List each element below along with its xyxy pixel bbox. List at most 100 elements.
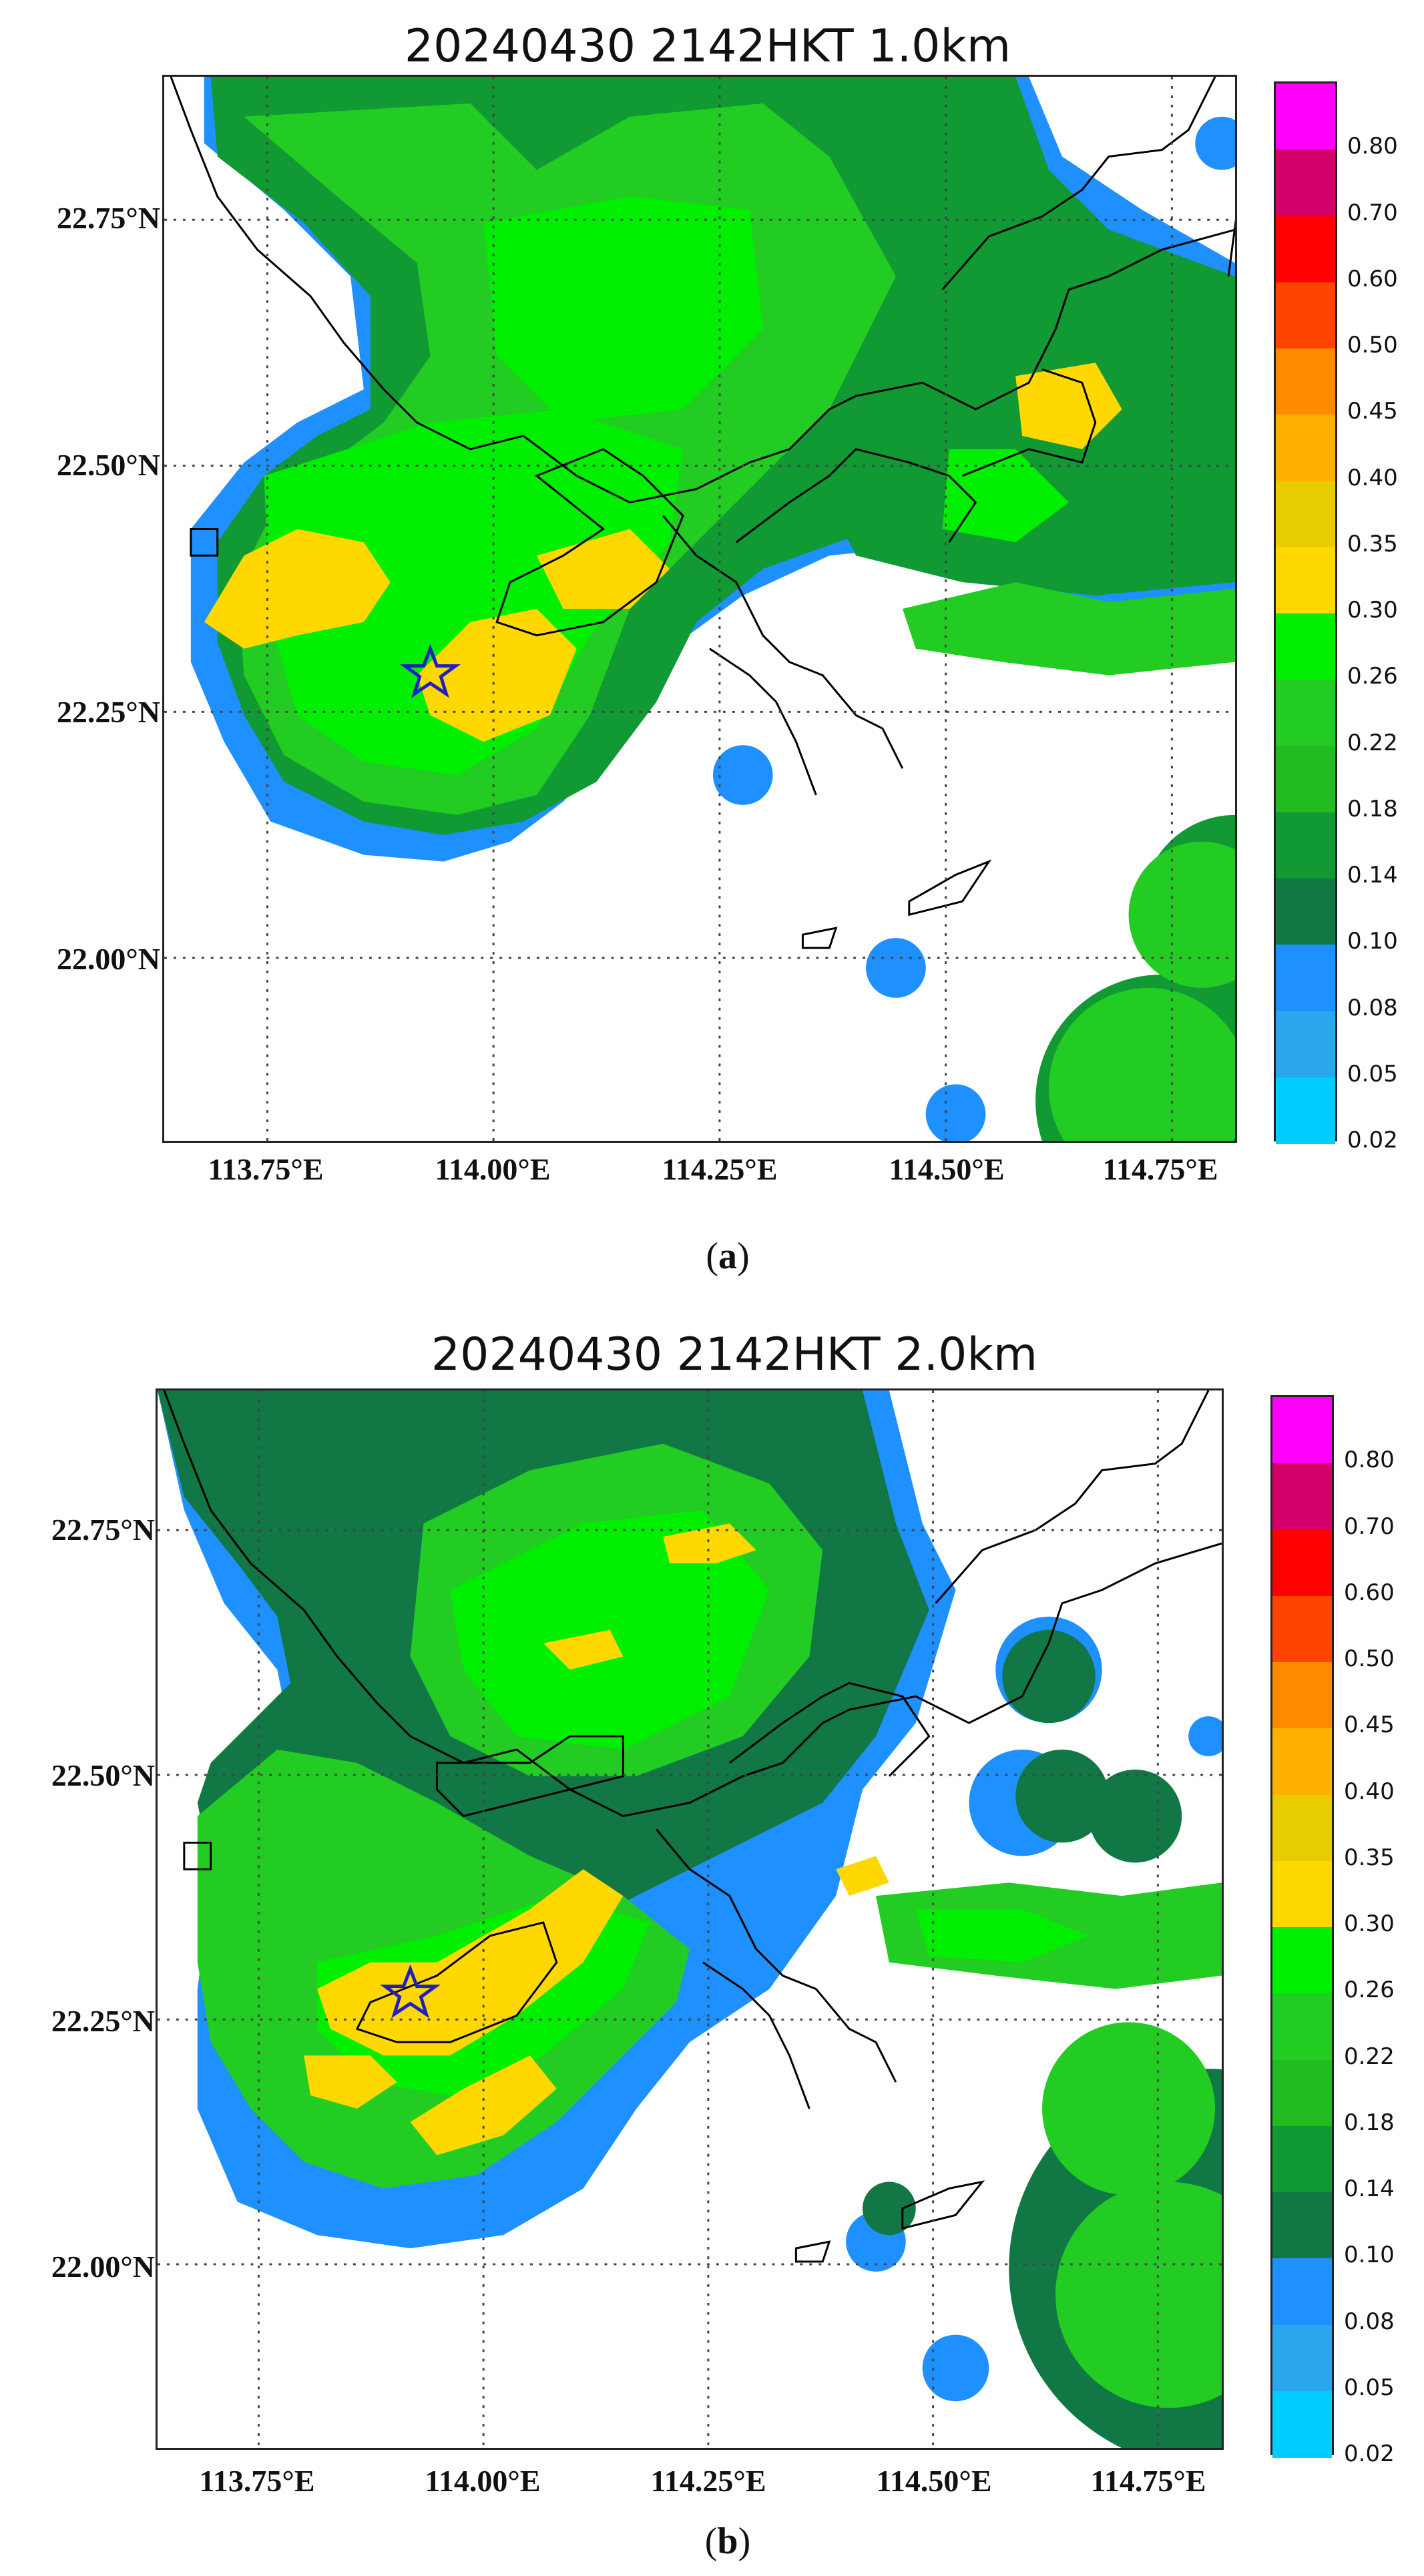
panel-a-title: 20240430 2142HKT 1.0km bbox=[404, 20, 1011, 73]
star-marker bbox=[399, 643, 461, 698]
colorbar-swatch bbox=[1272, 2390, 1332, 2458]
colorbar-tick-label: 0.30 bbox=[1347, 597, 1398, 623]
lat-label: 22.00°N bbox=[51, 2250, 155, 2284]
colorbar-tick-label: 0.45 bbox=[1344, 1712, 1395, 1739]
colorbar-swatch bbox=[1272, 1927, 1332, 1995]
colorbar-tick-label: 0.02 bbox=[1344, 2440, 1395, 2467]
colorbar-tick-label: 0.40 bbox=[1347, 464, 1398, 491]
colorbar-tick-label: 0.02 bbox=[1347, 1127, 1398, 1153]
colorbar-tick-label: 0.14 bbox=[1344, 2175, 1395, 2202]
lon-label: 114.75°E bbox=[1102, 1152, 1218, 1186]
lon-label: 113.75°E bbox=[208, 1152, 324, 1186]
lat-label: 22.50°N bbox=[56, 448, 160, 482]
lon-label: 114.25°E bbox=[650, 2464, 766, 2498]
colorbar-swatch bbox=[1276, 348, 1335, 416]
lat-label: 22.75°N bbox=[51, 1513, 155, 1547]
colorbar-swatch bbox=[1272, 1529, 1332, 1597]
colorbar-tick-label: 0.70 bbox=[1344, 1513, 1395, 1540]
colorbar-tick-label: 0.18 bbox=[1347, 795, 1398, 822]
panel-b-title: 20240430 2142HKT 2.0km bbox=[431, 1328, 1038, 1381]
colorbar-swatch bbox=[1276, 1077, 1335, 1144]
colorbar-swatch bbox=[1272, 1794, 1332, 1862]
colorbar-swatch bbox=[1272, 1463, 1332, 1531]
colorbar-swatch bbox=[1276, 1011, 1335, 1078]
colorbar-tick-label: 0.08 bbox=[1344, 2308, 1395, 2335]
colorbar-swatch bbox=[1276, 83, 1335, 151]
lat-label: 22.75°N bbox=[56, 201, 160, 235]
coastline bbox=[170, 77, 1235, 949]
colorbar-tick-label: 0.60 bbox=[1347, 265, 1398, 292]
colorbar-tick-label: 0.60 bbox=[1344, 1579, 1395, 1606]
colorbar-swatch bbox=[1272, 1397, 1332, 1465]
colorbar-swatch bbox=[1272, 1993, 1332, 2061]
colorbar-tick-label: 0.14 bbox=[1347, 862, 1398, 888]
lon-label: 114.00°E bbox=[425, 2464, 541, 2498]
lon-label: 114.75°E bbox=[1090, 2464, 1206, 2498]
colorbar-tick-label: 0.50 bbox=[1347, 332, 1398, 358]
colorbar-swatch bbox=[1276, 216, 1335, 283]
echo-yellow-layer bbox=[304, 1523, 889, 2155]
gridlines bbox=[158, 1390, 1222, 2448]
panel-a-map bbox=[162, 75, 1237, 1143]
colorbar-tick-label: 0.22 bbox=[1344, 2043, 1395, 2070]
colorbar-swatch bbox=[1276, 945, 1335, 1012]
colorbar-tick-label: 0.80 bbox=[1347, 133, 1398, 160]
colorbar-tick-label: 0.30 bbox=[1344, 1910, 1395, 1937]
lat-label: 22.25°N bbox=[51, 2004, 155, 2038]
colorbar-tick-label: 0.10 bbox=[1347, 928, 1398, 955]
colorbar-tick-label: 0.80 bbox=[1344, 1447, 1395, 1474]
colorbar-swatch bbox=[1276, 746, 1335, 813]
colorbar-swatch bbox=[1276, 878, 1335, 946]
echo-brightgreen-layer bbox=[264, 196, 1069, 776]
lon-label: 114.25°E bbox=[662, 1152, 778, 1186]
colorbar-tick-label: 0.70 bbox=[1347, 199, 1398, 226]
colorbar-swatch bbox=[1276, 415, 1335, 482]
caption-a: (a) bbox=[706, 1236, 750, 1277]
colorbar-tick-label: 0.35 bbox=[1347, 530, 1398, 557]
echo-yellow-layer bbox=[204, 362, 1122, 742]
colorbar-tick-label: 0.18 bbox=[1344, 2109, 1395, 2136]
colorbar-b bbox=[1270, 1395, 1334, 2458]
colorbar-swatch bbox=[1276, 680, 1335, 747]
colorbar-swatch bbox=[1272, 2324, 1332, 2392]
coastline bbox=[163, 1390, 1222, 2263]
colorbar-swatch bbox=[1276, 547, 1335, 614]
lon-label: 113.75°E bbox=[199, 2464, 315, 2498]
colorbar-swatch bbox=[1276, 282, 1335, 349]
caption-b: (b) bbox=[704, 2521, 751, 2562]
lat-label: 22.50°N bbox=[51, 1758, 155, 1792]
colorbar-swatch bbox=[1272, 1662, 1332, 1730]
lon-label: 114.00°E bbox=[435, 1152, 551, 1186]
colorbar-swatch bbox=[1272, 1595, 1332, 1663]
colorbar-swatch bbox=[1276, 481, 1335, 548]
panel-b-map-svg bbox=[158, 1390, 1222, 2448]
colorbar-tick-label: 0.35 bbox=[1344, 1844, 1395, 1871]
lon-label: 114.50°E bbox=[889, 1152, 1005, 1186]
lat-label: 22.00°N bbox=[56, 942, 160, 976]
colorbar-tick-label: 0.05 bbox=[1344, 2374, 1395, 2401]
colorbar-swatch bbox=[1272, 1728, 1332, 1796]
colorbar-a bbox=[1274, 81, 1337, 1144]
colorbar-swatch bbox=[1272, 1860, 1332, 1928]
colorbar-swatch bbox=[1276, 150, 1335, 217]
star-marker bbox=[380, 1964, 441, 2019]
colorbar-swatch bbox=[1276, 812, 1335, 879]
lon-label: 114.50°E bbox=[876, 2464, 992, 2498]
colorbar-swatch bbox=[1276, 613, 1335, 681]
colorbar-tick-label: 0.08 bbox=[1347, 994, 1398, 1021]
colorbar-swatch bbox=[1272, 2059, 1332, 2127]
panel-a-map-svg bbox=[164, 77, 1235, 1141]
colorbar-swatch bbox=[1272, 2125, 1332, 2193]
lat-label: 22.25°N bbox=[56, 695, 160, 729]
colorbar-tick-label: 0.10 bbox=[1344, 2242, 1395, 2269]
colorbar-tick-label: 0.40 bbox=[1344, 1778, 1395, 1805]
colorbar-tick-label: 0.45 bbox=[1347, 398, 1398, 425]
colorbar-tick-label: 0.50 bbox=[1344, 1645, 1395, 1672]
colorbar-tick-label: 0.22 bbox=[1347, 729, 1398, 756]
colorbar-tick-label: 0.05 bbox=[1347, 1060, 1398, 1087]
gridlines bbox=[164, 77, 1235, 1141]
colorbar-swatch bbox=[1272, 2258, 1332, 2326]
colorbar-tick-label: 0.26 bbox=[1344, 1977, 1395, 2004]
colorbar-tick-label: 0.26 bbox=[1347, 663, 1398, 690]
panel-b-map bbox=[156, 1388, 1224, 2450]
